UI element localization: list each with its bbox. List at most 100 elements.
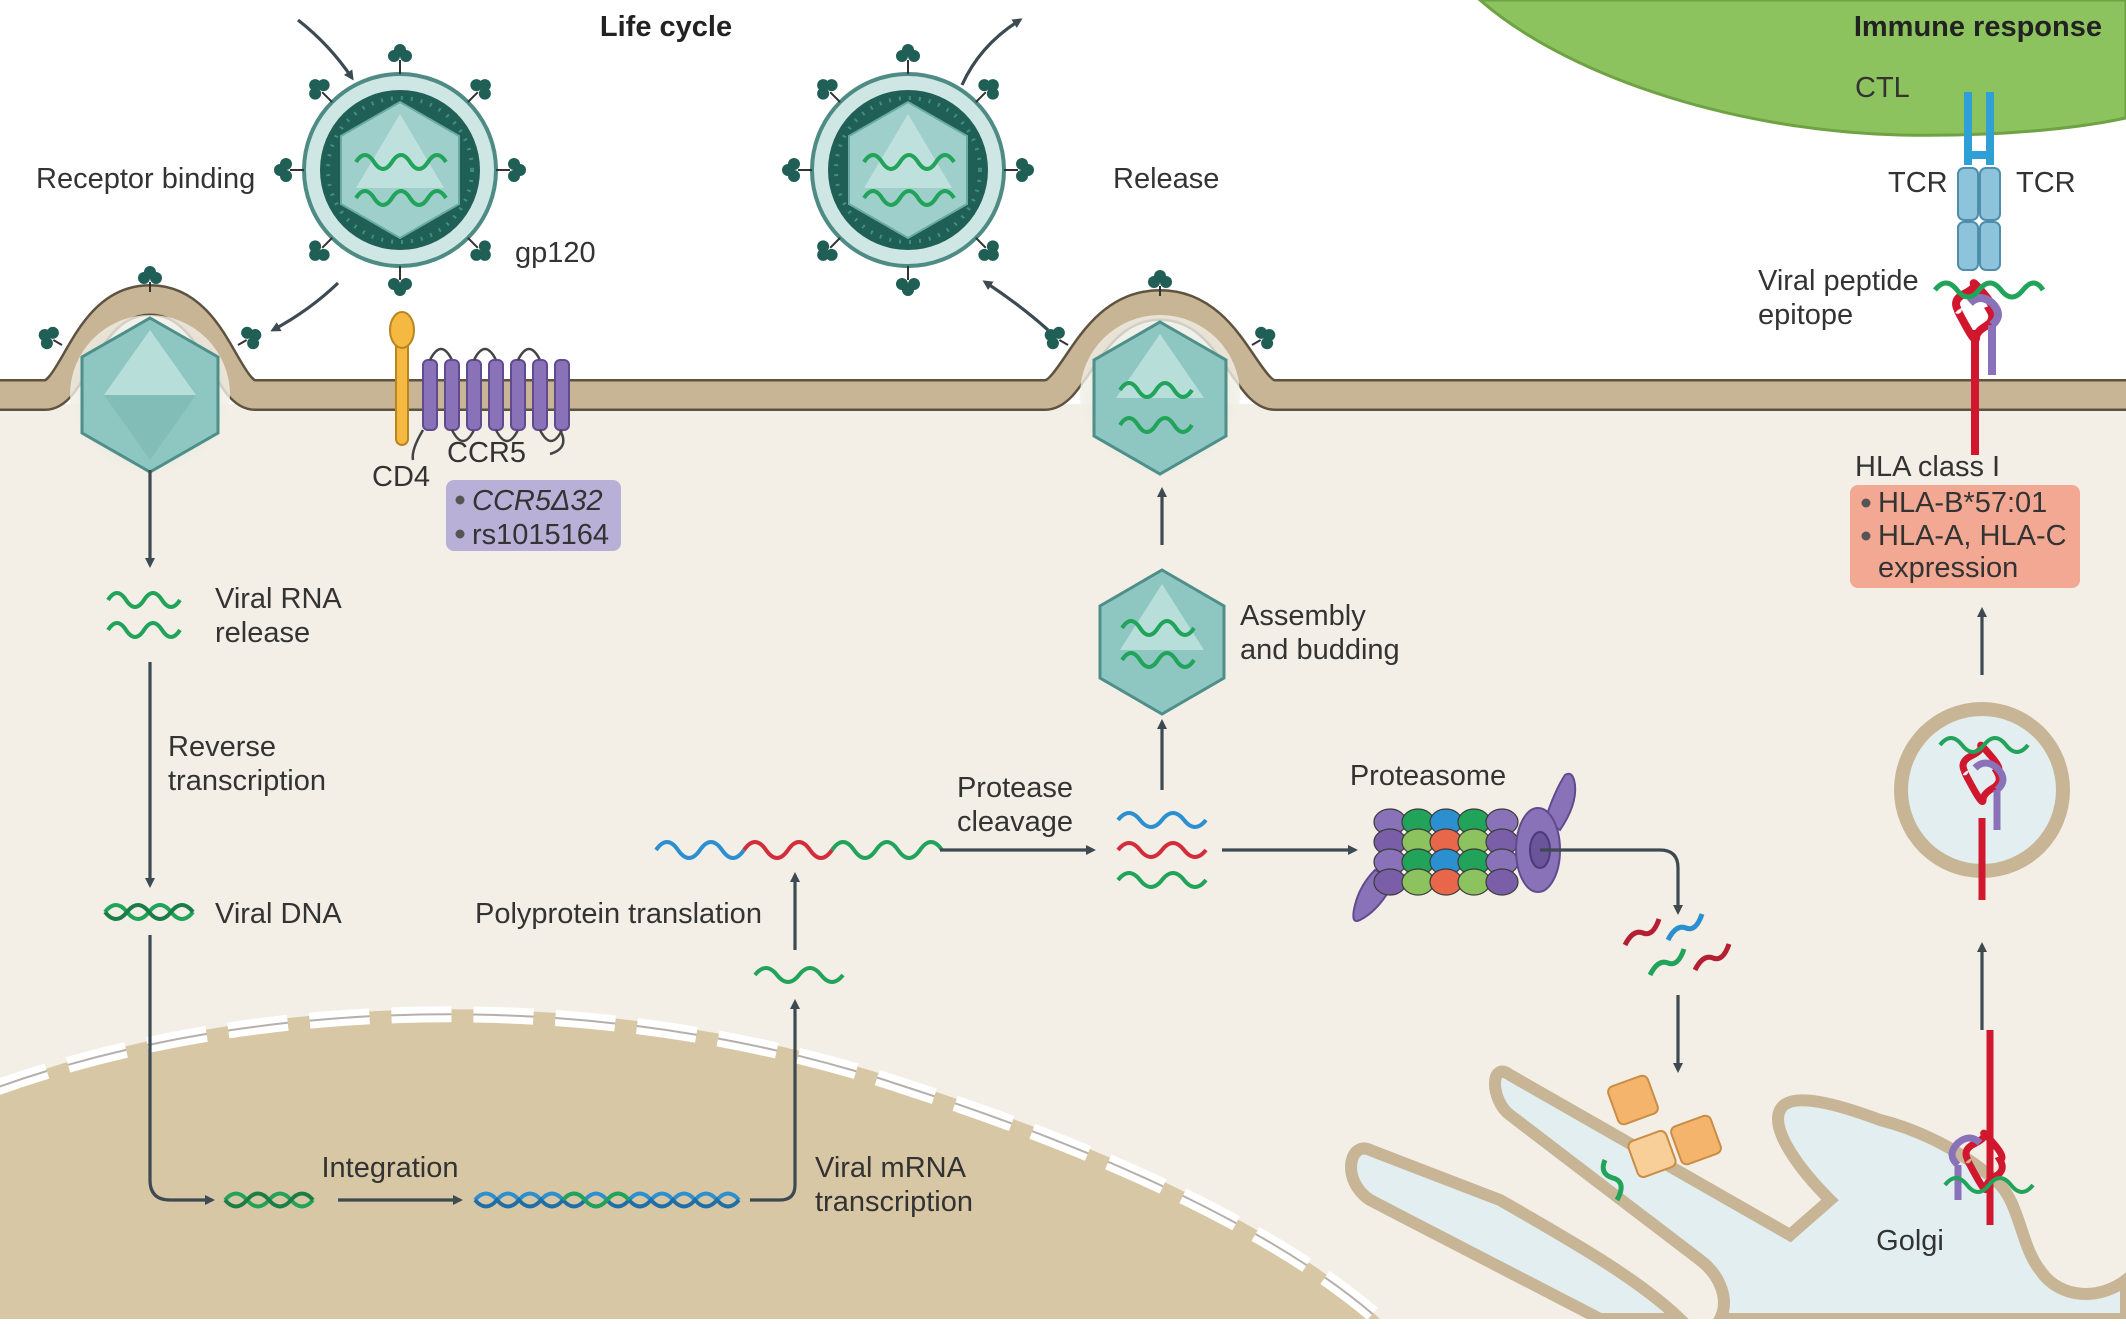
ccr5-loop bbox=[538, 429, 564, 443]
viral-dna-label: Viral DNA bbox=[215, 898, 342, 930]
gp120-spike bbox=[496, 158, 526, 182]
gp120-label: gp120 bbox=[515, 237, 596, 269]
integrated-dna-helix bbox=[223, 1191, 315, 1209]
host-dna-helix bbox=[473, 1191, 741, 1209]
peptide-in-er bbox=[1600, 1159, 1624, 1202]
assembly-label-2: and budding bbox=[1240, 634, 1400, 666]
nucleus bbox=[0, 1009, 1380, 1319]
reverse-label-2: transcription bbox=[168, 765, 326, 797]
gp120-spike bbox=[467, 237, 491, 261]
viral-dna-helix bbox=[103, 903, 195, 921]
arrow-peptide-fragments bbox=[1540, 848, 1683, 915]
proteasome-label: Proteasome bbox=[1350, 760, 1506, 792]
budding-capsid bbox=[1044, 270, 1276, 476]
cleaved-protein-green bbox=[1116, 871, 1208, 889]
hla-variant-box bbox=[1850, 485, 2080, 588]
polyprotein-strand bbox=[654, 840, 944, 860]
gp120-spike bbox=[309, 79, 333, 103]
cd4-receptor bbox=[389, 311, 415, 446]
proteasome bbox=[1352, 772, 1577, 922]
viral-mrna-strand bbox=[753, 966, 845, 984]
protease-label-1: Protease bbox=[957, 772, 1073, 804]
ccr5-helix bbox=[532, 359, 548, 431]
ccr5-loop bbox=[516, 347, 542, 361]
ccr5-rs1015164: rs1015164 bbox=[472, 519, 609, 551]
nuclear-envelope bbox=[0, 1006, 1391, 1324]
cd4-label: CD4 bbox=[372, 461, 430, 493]
gp120-spike bbox=[817, 237, 841, 261]
viral-rna-strand bbox=[106, 621, 182, 639]
cleaved-protein-blue bbox=[1116, 811, 1208, 829]
cleaved-protein-red bbox=[1116, 841, 1208, 859]
ccr5-helix bbox=[466, 359, 482, 431]
hla-class-i-surface bbox=[1933, 279, 2046, 455]
arrow-virion-fusion bbox=[270, 281, 340, 332]
viral-rna-label-2: release bbox=[215, 617, 310, 649]
released-virion bbox=[810, 72, 1006, 268]
viral-peptide-label-1: Viral peptide bbox=[1758, 265, 1919, 297]
gp120-spike bbox=[309, 237, 333, 261]
gp120-spike bbox=[975, 237, 999, 261]
gp120-spike bbox=[817, 79, 841, 103]
ccr5-bullet bbox=[455, 529, 465, 539]
viral-rna-strand bbox=[106, 591, 182, 609]
peptide-fragment-green bbox=[1647, 948, 1687, 977]
ccr5-tail bbox=[411, 429, 425, 461]
transport-vesicle bbox=[1894, 702, 2070, 900]
gp120-spikes bbox=[274, 44, 1034, 296]
gp120-spike bbox=[896, 44, 920, 74]
ccr5-helix bbox=[444, 359, 460, 431]
receptor-binding-label: Receptor binding bbox=[36, 163, 255, 195]
arrow-bud-release bbox=[982, 280, 1050, 332]
release-label: Release bbox=[1113, 163, 1219, 195]
ccr5-loop bbox=[428, 347, 454, 361]
ccr5-helix bbox=[488, 359, 504, 431]
gp120-spike bbox=[388, 44, 412, 74]
gp120-spike bbox=[1004, 158, 1034, 182]
life-cycle-title: Life cycle bbox=[600, 11, 732, 43]
ccr5-loop bbox=[472, 347, 498, 361]
ccr5-loop bbox=[494, 429, 520, 443]
polyprotein-label: Polyprotein translation bbox=[475, 898, 762, 930]
reverse-label-1: Reverse bbox=[168, 731, 276, 763]
incoming-virion bbox=[302, 72, 498, 268]
ccr5-tail bbox=[549, 429, 565, 456]
ctl-label: CTL bbox=[1855, 72, 1910, 104]
ccr5-bullet bbox=[455, 495, 465, 505]
ccr5-label: CCR5 bbox=[447, 437, 526, 469]
tcr-complex bbox=[1957, 92, 2001, 271]
gp120-spike bbox=[467, 79, 491, 103]
hla-in-golgi bbox=[1943, 1030, 2035, 1225]
nuclear-envelope-outline bbox=[0, 1013, 1386, 1324]
peptide-fragment-red bbox=[1622, 918, 1662, 947]
hla-b5701: HLA-B*57:01 bbox=[1878, 487, 2047, 519]
gp120-spike bbox=[274, 158, 304, 182]
protease-label-2: cleavage bbox=[957, 806, 1073, 838]
peptide-fragment-red bbox=[1692, 943, 1732, 972]
hla-expression: expression bbox=[1878, 552, 2018, 584]
viral-rna-label-1: Viral RNA bbox=[215, 583, 342, 615]
gp120-spike bbox=[896, 266, 920, 296]
ccr5-delta32: CCR5Δ32 bbox=[472, 485, 603, 517]
immune-response-title: Immune response bbox=[1854, 11, 2102, 43]
tcr-label-left: TCR bbox=[1888, 167, 1948, 199]
ccr5-receptor bbox=[411, 347, 570, 461]
arrow-to-integration bbox=[148, 935, 215, 1205]
plasma-membrane bbox=[0, 286, 2126, 409]
assembled-capsid bbox=[1098, 568, 1226, 716]
tap-transporter bbox=[1607, 1074, 1722, 1179]
arrow-virion-leave bbox=[960, 18, 1023, 86]
tcr-label-right: TCR bbox=[2016, 167, 2076, 199]
arrow-mrna-transcription bbox=[750, 999, 800, 1202]
gp120-spike bbox=[388, 266, 412, 296]
arrow-virion-approach bbox=[297, 18, 354, 81]
mrna-label-2: transcription bbox=[815, 1186, 973, 1218]
golgi-label: Golgi bbox=[1876, 1225, 1944, 1257]
ccr5-loop bbox=[450, 429, 476, 443]
hla-bullet bbox=[1861, 498, 1871, 508]
assembly-label-1: Assembly bbox=[1240, 600, 1366, 632]
hla-class-i-label: HLA class I bbox=[1855, 451, 2000, 483]
peptide-fragment-blue bbox=[1665, 913, 1705, 942]
